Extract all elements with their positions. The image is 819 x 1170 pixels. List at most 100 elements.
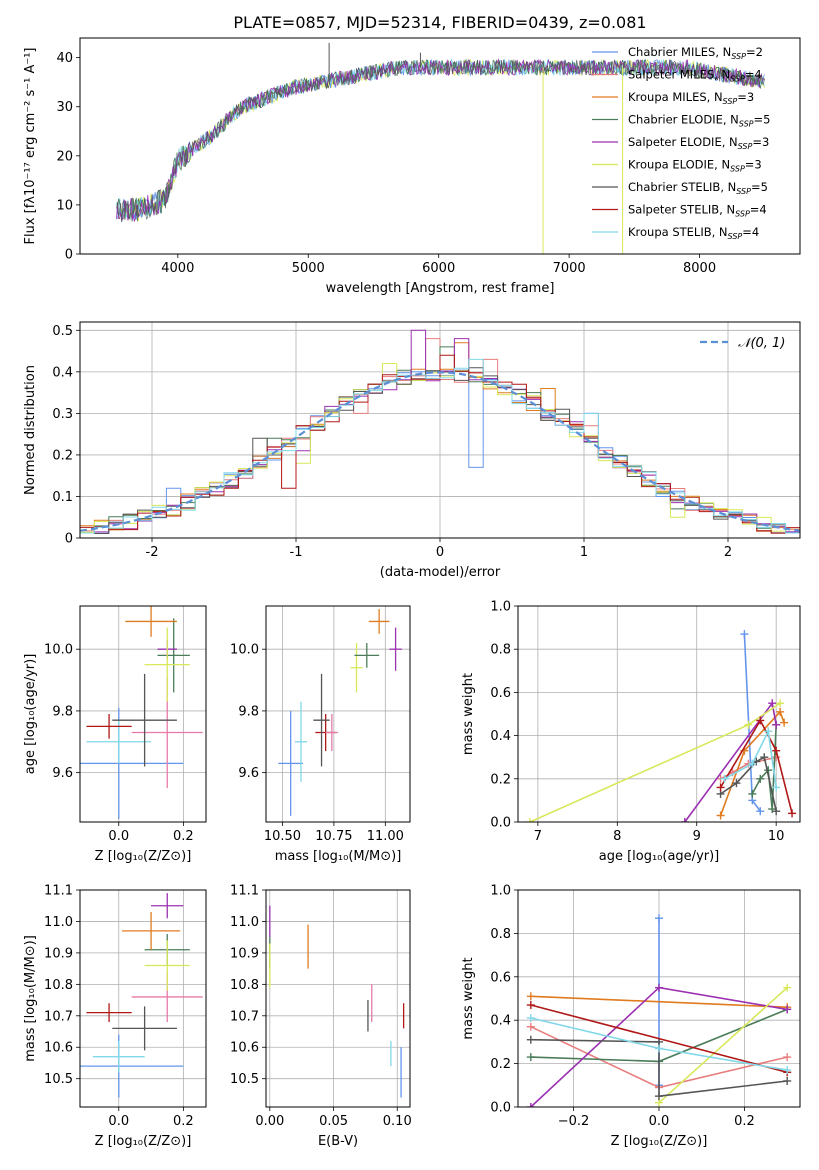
x-tick-label: 0.00: [255, 1114, 284, 1129]
legend-tail: =3: [737, 90, 754, 104]
y-tick-label: 10: [56, 198, 73, 213]
weight-line: [530, 1004, 788, 1074]
legend-label: Kroupa ELODIE, NSSP=3: [628, 158, 762, 174]
legend-subscript: SSP: [738, 142, 753, 151]
legend-subscript: SSP: [723, 97, 738, 106]
weight-line: [720, 756, 777, 780]
weight-line: [529, 702, 781, 822]
x-tick-label: 0.0: [108, 1114, 129, 1129]
axes-frame: [265, 605, 411, 823]
x-tick-label: -2: [146, 545, 159, 560]
plot-area: [269, 905, 405, 1098]
y-tick-label: 0.2: [490, 1057, 511, 1072]
legend-subscript: SSP: [731, 52, 746, 61]
legend-tail: =3: [745, 158, 762, 172]
x-axis-label: mass [log₁₀(M/M⊙)]: [275, 849, 402, 864]
y-tick-label: 0: [65, 248, 73, 263]
y-tick-label: 10.0: [230, 643, 259, 658]
plot-area: [80, 329, 800, 534]
y-tick-label: 0.4: [490, 1014, 511, 1029]
y-tick-label: 0.8: [490, 643, 511, 658]
y-tick-label: 10.6: [44, 1041, 73, 1056]
y-tick-label: 10.5: [230, 1072, 259, 1087]
x-tick-label: 6000: [422, 261, 455, 276]
weight-line: [724, 728, 777, 788]
x-tick-label: 8000: [683, 261, 716, 276]
y-tick-label: 10.5: [44, 1072, 73, 1087]
y-tick-label: 11.0: [230, 915, 259, 930]
y-axis-label: mass weight: [461, 957, 476, 1039]
x-tick-label: −0.2: [558, 1114, 590, 1129]
mass-weight-vs-metallicity-plot: −0.2 0.0 0.2 0.0 0.2 0.4 0.6 0.8 1.0 Z [log₁₀(Z/Z…: [461, 884, 801, 1149]
x-axis-label: (data-model)/error: [380, 565, 501, 580]
y-tick-label: 0.8: [490, 927, 511, 942]
y-tick-label: 0.4: [52, 365, 73, 380]
x-tick-label: 10: [768, 829, 785, 844]
y-tick-label: 10.8: [230, 978, 259, 993]
x-axis-label: age [log₁₀(age/yr)]: [599, 849, 720, 864]
x-tick-label: 0.2: [173, 1114, 194, 1129]
y-tick-label: 0.0: [490, 816, 511, 831]
histogram-step: [80, 354, 800, 534]
weight-line: [658, 987, 788, 1104]
y-tick-label: 10.0: [44, 643, 73, 658]
x-tick-label: 1: [580, 545, 588, 560]
axes-frame: [517, 605, 801, 823]
axes-front: 10.50 10.75 11.00 9.6 9.8 10.0 mass [log₁₀(M/M…: [230, 605, 411, 864]
y-tick-label: 0.4: [490, 729, 511, 744]
axes-front: −0.2 0.0 0.2 0.0 0.2 0.4 0.6 0.8 1.0 Z [log₁₀(Z/Z…: [461, 884, 801, 1149]
plot-area: [80, 606, 203, 819]
legend-tail: =4: [745, 68, 762, 82]
spectrum-line: [116, 59, 765, 222]
legend-tail: =2: [746, 45, 763, 59]
axes-front: 7 8 9 10 0.0 0.2 0.4 0.6 0.8 1.0 age [log₁₀(age/yr…: [461, 600, 801, 864]
x-tick-label: 11.00: [367, 829, 404, 844]
legend-label: Salpeter STELIB, NSSP=4: [628, 203, 767, 219]
x-axis-label: Z [log₁₀(Z/Z⊙)]: [95, 849, 192, 864]
x-tick-label: 0.0: [649, 1114, 670, 1129]
y-tick-label: 1.0: [490, 884, 511, 899]
y-tick-label: 11.1: [230, 884, 259, 899]
x-tick-label: 0.0: [108, 829, 129, 844]
axes-front: 0.0 0.2 10.5 10.6 10.7 10.8 10.9 11.0 11.1 Z [log…: [23, 884, 207, 1149]
x-tick-label: 4000: [161, 261, 194, 276]
y-tick-label: 10.7: [230, 1009, 259, 1024]
mass-vs-metallicity-plot: 0.0 0.2 10.5 10.6 10.7 10.8 10.9 11.0 11.1 Z [log…: [23, 884, 207, 1149]
legend-tail: =3: [752, 135, 769, 149]
y-tick-label: 0.3: [52, 407, 73, 422]
legend-label: Kroupa STELIB, NSSP=4: [628, 225, 759, 241]
legend-subscript: SSP: [728, 232, 743, 241]
axes-frame: [79, 605, 207, 823]
legend-label: Kroupa MILES, NSSP=3: [628, 90, 754, 106]
y-tick-label: 11.1: [44, 884, 73, 899]
age-vs-metallicity-plot: 0.0 0.2 9.6 9.8 10.0 Z [log₁₀(Z/Z⊙)] age [log₁…: [23, 605, 207, 864]
legend-subscript: SSP: [730, 165, 745, 174]
legend-label: Salpeter ELODIE, NSSP=3: [628, 135, 769, 151]
legend-tail: =5: [751, 180, 768, 194]
x-tick-label: 8: [613, 829, 621, 844]
plot-area: [80, 893, 203, 1098]
y-axis-label: mass [log₁₀(M/M⊙)]: [23, 935, 38, 1062]
y-tick-label: 10.6: [230, 1041, 259, 1056]
legend-label: Chabrier STELIB, NSSP=5: [628, 180, 768, 196]
y-axis-label: Flux [fλ10⁻¹⁷ erg cm⁻² s⁻¹ A⁻¹]: [23, 48, 38, 245]
spectrum-plot: 4000 5000 6000 7000 8000 0 10 20 30 40 wavelength …: [23, 37, 801, 296]
legend-label: Chabrier ELODIE, NSSP=5: [628, 113, 770, 129]
weight-line: [530, 1038, 788, 1098]
y-axis-label: Normed distribution: [23, 365, 38, 495]
y-tick-label: 0.0: [490, 1101, 511, 1116]
x-tick-label: 7000: [553, 261, 586, 276]
y-tick-label: 0.2: [490, 772, 511, 787]
y-tick-label: 10.9: [230, 946, 259, 961]
legend-subscript: SSP: [736, 187, 751, 196]
residual-histogram-plot: -2 -1 0 1 2 0 0.1 0.2 0.3 0.4 0.5 (data-model)/erro…: [23, 321, 801, 580]
plot-area: [116, 42, 765, 254]
y-tick-label: 9.8: [52, 704, 73, 719]
legend-subscript: SSP: [730, 75, 745, 84]
legend-subscript: SSP: [735, 210, 750, 219]
x-tick-label: 0.10: [383, 1114, 412, 1129]
y-tick-label: 40: [56, 51, 73, 66]
plot-area: [525, 630, 797, 822]
mass-vs-extinction-plot: 0.00 0.05 0.10 10.5 10.6 10.7 10.8 10.9 11.0 11.1…: [230, 884, 412, 1150]
y-axis-label: age [log₁₀(age/yr)]: [23, 654, 38, 775]
